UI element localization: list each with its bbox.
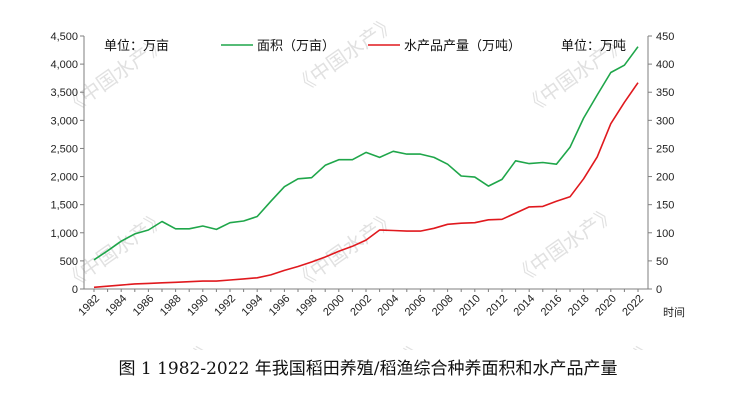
left-tick-label: 3,500 [50, 87, 78, 99]
legend-label: 水产品产量（万吨） [404, 39, 521, 54]
x-tick-label: 1998 [294, 293, 320, 319]
right-tick-label: 450 [656, 31, 674, 43]
x-tick-label: 2014 [512, 293, 538, 319]
x-tick-label: 2012 [484, 293, 510, 319]
left-tick-label: 2,000 [50, 172, 78, 184]
watermark: 《中国水产》 [59, 206, 171, 294]
x-axis-title: 时间 [663, 306, 685, 319]
left-tick-label: 1,500 [50, 200, 78, 212]
left-axis-unit-label: 单位：万亩 [104, 38, 169, 54]
x-tick-label: 2020 [593, 293, 619, 319]
x-tick-label: 2010 [457, 293, 483, 319]
left-tick-label: 4,000 [50, 59, 78, 71]
x-tick-label: 1994 [240, 293, 266, 319]
series-line [93, 46, 639, 261]
x-tick-label: 1984 [104, 293, 130, 319]
left-tick-label: 0 [72, 284, 78, 296]
watermark: 《中国水产》 [109, 336, 221, 350]
x-tick-label: 2006 [403, 293, 429, 319]
x-tick-label: 2008 [430, 293, 456, 319]
watermark: 《中国水产》 [289, 206, 401, 294]
left-tick-label: 3,000 [50, 115, 78, 127]
right-tick-label: 100 [656, 228, 674, 240]
left-tick-label: 1,000 [50, 228, 78, 240]
watermark: 《中国水产》 [289, 11, 401, 99]
series-line [93, 82, 639, 289]
x-tick-label: 1992 [212, 293, 238, 319]
right-tick-label: 0 [656, 284, 662, 296]
right-tick-label: 300 [656, 115, 674, 127]
watermark: 《中国水产》 [319, 336, 431, 350]
chart-area: 《中国水产》《中国水产》《中国水产》《中国水产》《中国水产》《中国水产》《中国水… [50, 11, 685, 350]
x-tick-label: 2000 [321, 293, 347, 319]
right-tick-label: 200 [656, 172, 674, 184]
x-tick-label: 1986 [131, 293, 157, 319]
x-tick-label: 1988 [158, 293, 184, 319]
x-tick-label: 2016 [539, 293, 565, 319]
right-tick-label: 50 [656, 256, 668, 268]
watermark: 《中国水产》 [509, 201, 621, 289]
x-tick-label: 1996 [267, 293, 293, 319]
right-tick-label: 400 [656, 59, 674, 71]
right-tick-label: 350 [656, 87, 674, 99]
right-tick-label: 150 [656, 200, 674, 212]
x-tick-label: 2004 [376, 293, 402, 319]
left-tick-label: 500 [60, 256, 78, 268]
x-tick-label: 2002 [348, 293, 374, 319]
x-tick-label: 1982 [76, 293, 102, 319]
left-tick-label: 2,500 [50, 143, 78, 155]
right-tick-label: 250 [656, 143, 674, 155]
right-axis-unit-label: 单位：万吨 [561, 39, 626, 54]
x-tick-label: 2018 [566, 293, 592, 319]
legend-label: 面积（万亩） [257, 38, 335, 54]
figure-caption: 图 1 1982-2022 年我国稻田养殖/稻渔综合种养面积和水产品产量 [118, 359, 618, 379]
watermark: 《中国水产》 [549, 336, 661, 350]
left-tick-label: 4,500 [50, 31, 78, 43]
x-tick-label: 1990 [185, 293, 211, 319]
x-tick-label: 2022 [620, 293, 646, 319]
